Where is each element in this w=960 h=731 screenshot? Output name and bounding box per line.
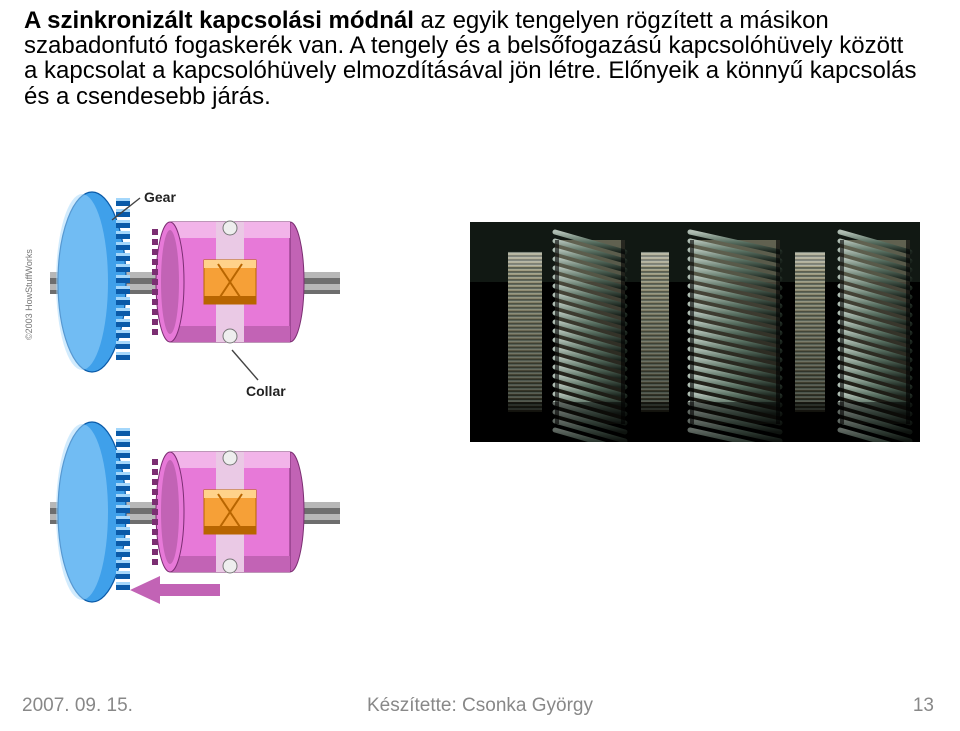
footer-page: 13 — [913, 695, 934, 717]
paragraph-bold: A szinkronizált kapcsolási módnál — [24, 7, 414, 34]
gearbox-photo — [470, 222, 920, 442]
svg-text:©2003 HowStuffWorks: ©2003 HowStuffWorks — [24, 249, 34, 340]
svg-text:Collar: Collar — [246, 383, 286, 399]
slide-paragraph: A szinkronizált kapcsolási módnál az egy… — [24, 8, 920, 109]
footer-author: Készítette: Csonka György — [0, 695, 960, 717]
svg-text:Gear: Gear — [144, 190, 176, 205]
gear-collar-diagram: ©2003 HowStuffWorks Gear Collar — [20, 190, 340, 630]
